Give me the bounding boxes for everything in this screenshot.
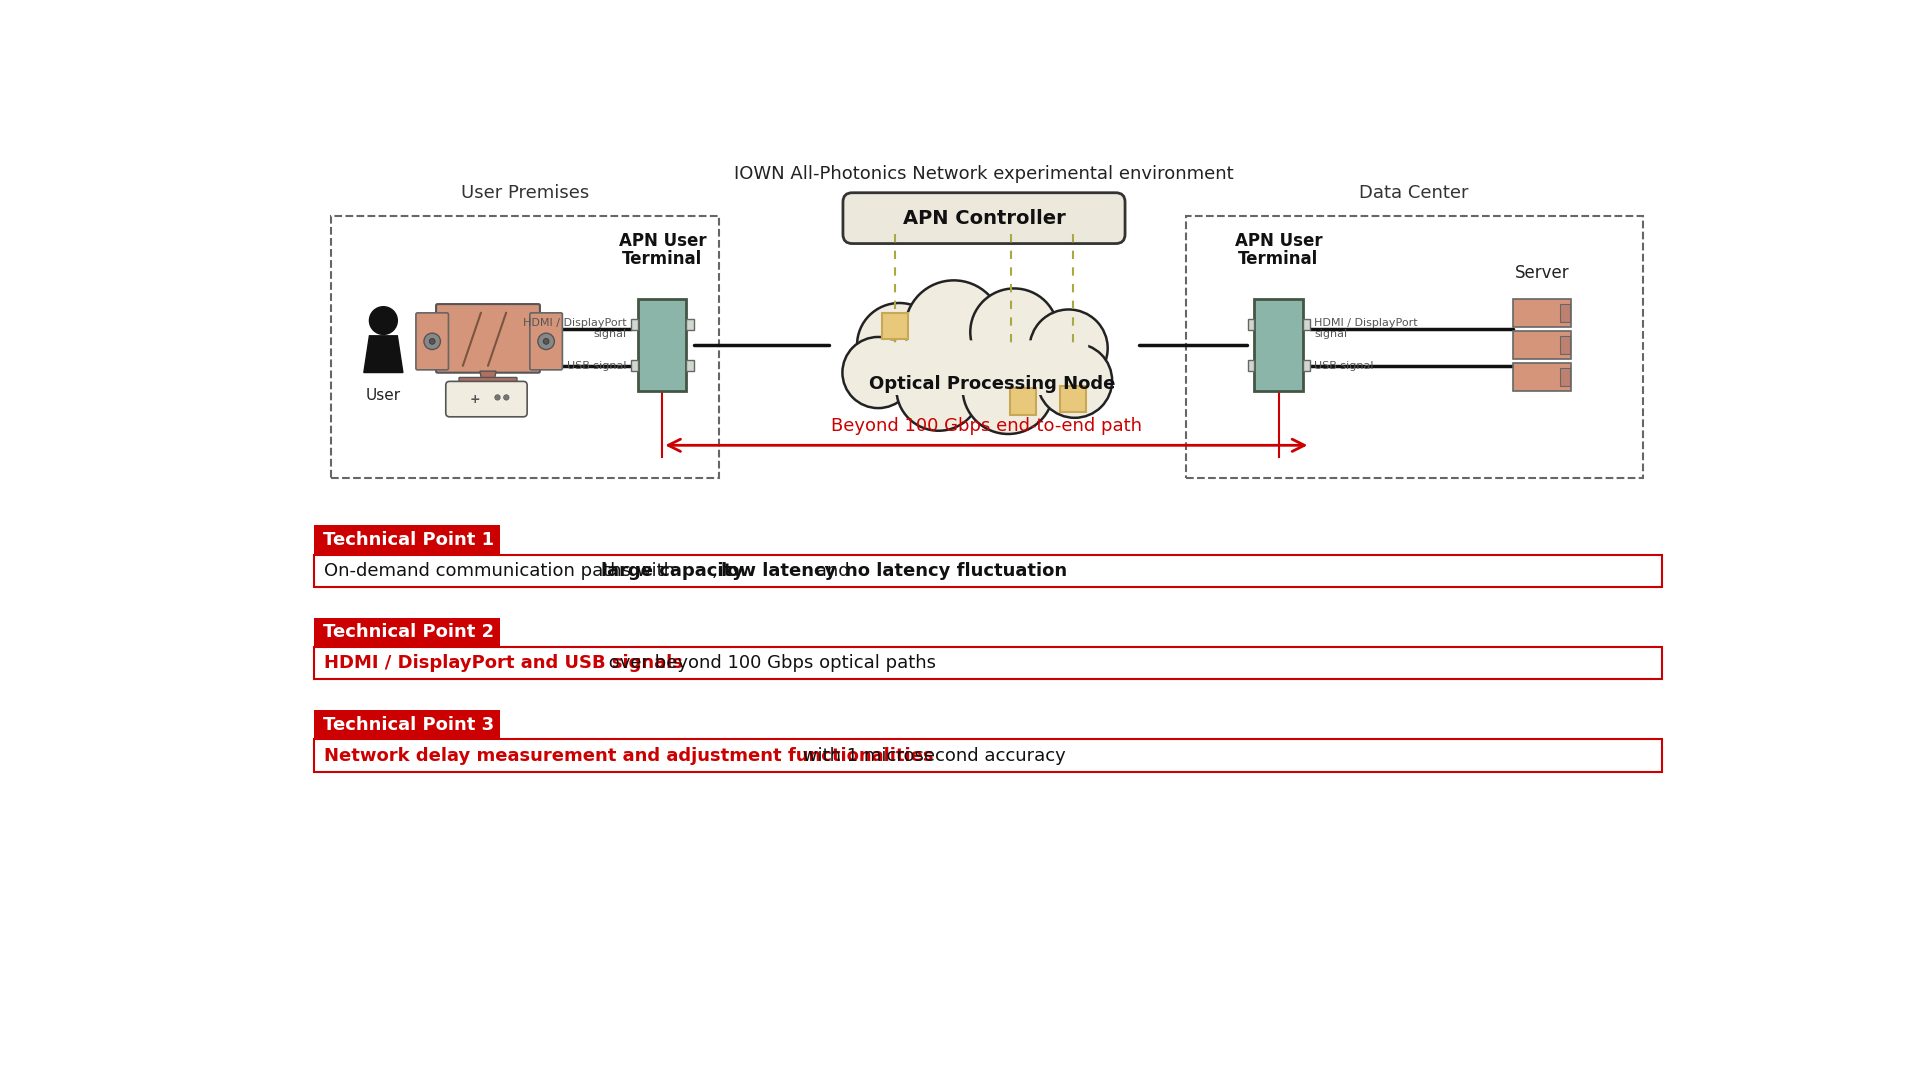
Text: USB signal: USB signal [1313, 361, 1373, 370]
FancyBboxPatch shape [1513, 363, 1571, 391]
Text: APN User: APN User [1235, 232, 1323, 251]
FancyBboxPatch shape [530, 313, 563, 369]
FancyBboxPatch shape [1513, 298, 1571, 327]
Text: APN User: APN User [618, 232, 707, 251]
Text: low latency: low latency [720, 562, 835, 580]
FancyBboxPatch shape [632, 360, 637, 370]
Circle shape [1029, 310, 1108, 387]
FancyBboxPatch shape [1561, 305, 1569, 322]
Text: Optical Processing Node: Optical Processing Node [868, 375, 1116, 393]
Circle shape [856, 303, 941, 387]
FancyBboxPatch shape [632, 320, 637, 330]
Polygon shape [365, 336, 403, 373]
FancyBboxPatch shape [1513, 330, 1571, 360]
FancyBboxPatch shape [313, 525, 499, 555]
FancyBboxPatch shape [1561, 368, 1569, 386]
FancyBboxPatch shape [1302, 360, 1309, 370]
FancyBboxPatch shape [687, 360, 695, 370]
Text: Server: Server [1515, 265, 1569, 282]
Text: HDMI / DisplayPort and USB signals: HDMI / DisplayPort and USB signals [324, 654, 684, 672]
Circle shape [904, 281, 1002, 377]
Text: User: User [367, 388, 401, 403]
FancyBboxPatch shape [459, 378, 516, 384]
Text: over beyond 100 Gbps optical paths: over beyond 100 Gbps optical paths [603, 654, 935, 672]
Text: +: + [470, 393, 480, 406]
FancyBboxPatch shape [1248, 360, 1254, 370]
FancyBboxPatch shape [417, 313, 449, 369]
Circle shape [970, 288, 1058, 376]
Text: with 1 microsecond accuracy: with 1 microsecond accuracy [797, 746, 1066, 765]
FancyBboxPatch shape [687, 320, 695, 330]
Text: Terminal: Terminal [1238, 249, 1319, 268]
Circle shape [424, 333, 440, 350]
FancyBboxPatch shape [445, 381, 528, 417]
Circle shape [897, 347, 981, 431]
FancyBboxPatch shape [1010, 389, 1037, 415]
Text: On-demand communication paths with: On-demand communication paths with [324, 562, 682, 580]
Circle shape [843, 337, 914, 408]
Circle shape [495, 395, 501, 400]
FancyBboxPatch shape [313, 618, 499, 647]
FancyBboxPatch shape [313, 740, 1663, 772]
Circle shape [430, 338, 436, 345]
FancyBboxPatch shape [1248, 320, 1254, 330]
Text: no latency fluctuation: no latency fluctuation [845, 562, 1068, 580]
Text: HDMI / DisplayPort
signal: HDMI / DisplayPort signal [522, 318, 626, 339]
Text: IOWN All-Photonics Network experimental environment: IOWN All-Photonics Network experimental … [733, 165, 1235, 184]
Circle shape [538, 333, 555, 350]
Text: User Premises: User Premises [461, 184, 589, 202]
Text: Data Center: Data Center [1359, 184, 1469, 202]
FancyBboxPatch shape [843, 192, 1125, 244]
Text: and: and [810, 562, 856, 580]
Text: Technical Point 3: Technical Point 3 [323, 716, 493, 733]
FancyBboxPatch shape [313, 555, 1663, 588]
FancyBboxPatch shape [1561, 336, 1569, 353]
FancyBboxPatch shape [881, 341, 1087, 394]
FancyBboxPatch shape [1302, 320, 1309, 330]
Text: USB signal: USB signal [566, 361, 626, 370]
FancyBboxPatch shape [881, 313, 908, 339]
Polygon shape [480, 372, 495, 381]
Text: Beyond 100 Gbps end-to-end path: Beyond 100 Gbps end-to-end path [831, 417, 1142, 434]
Text: Terminal: Terminal [622, 249, 703, 268]
Text: APN Controller: APN Controller [902, 208, 1066, 228]
Text: HDMI / DisplayPort
signal: HDMI / DisplayPort signal [1313, 318, 1417, 339]
Text: Technical Point 2: Technical Point 2 [323, 623, 493, 642]
FancyBboxPatch shape [1254, 299, 1302, 391]
Circle shape [1037, 343, 1112, 418]
FancyBboxPatch shape [637, 299, 687, 391]
Circle shape [503, 395, 509, 400]
FancyBboxPatch shape [1060, 386, 1087, 413]
Circle shape [962, 343, 1054, 434]
Text: ,: , [712, 562, 724, 580]
Text: Technical Point 1: Technical Point 1 [323, 531, 493, 549]
Text: Network delay measurement and adjustment functionalities: Network delay measurement and adjustment… [324, 746, 933, 765]
FancyBboxPatch shape [436, 305, 540, 373]
FancyBboxPatch shape [313, 711, 499, 740]
Circle shape [543, 338, 549, 345]
Circle shape [369, 307, 397, 335]
FancyBboxPatch shape [313, 647, 1663, 679]
Text: large capacity: large capacity [601, 562, 743, 580]
